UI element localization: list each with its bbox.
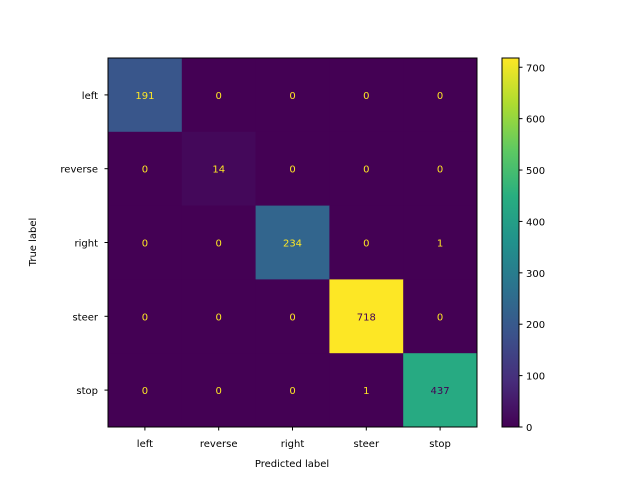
cell-value-label: 437 — [431, 386, 450, 397]
matrix-cells: 191 0 0 0 0 0 14 0 0 0 0 0 234 0 1 0 0 0 718 0 0 0 0 1 437 — [108, 58, 478, 428]
matrix-cell — [403, 279, 478, 354]
cell-value-label: 718 — [357, 312, 376, 323]
cell-value-label: 0 — [437, 312, 443, 323]
x-axis-label: Predicted label — [255, 459, 329, 470]
cell-value-label: 0 — [363, 165, 369, 176]
cell-value-label: 0 — [216, 386, 222, 397]
matrix-cell — [255, 353, 330, 428]
x-tick-label: left — [137, 439, 153, 450]
cell-value-label: 0 — [437, 91, 443, 102]
colorbar — [501, 57, 520, 428]
x-tick-label: stop — [429, 439, 451, 450]
y-tick-label: reverse — [60, 165, 98, 176]
x-tick-label: reverse — [200, 439, 238, 450]
cell-value-label: 191 — [135, 91, 154, 102]
matrix-cell — [403, 353, 478, 428]
matrix-cell — [108, 58, 183, 133]
matrix-cell — [403, 58, 478, 133]
x-axis-ticks: left reverse right steer stop — [137, 427, 451, 450]
cell-value-label: 1 — [437, 239, 443, 250]
cell-value-label: 0 — [289, 91, 295, 102]
cell-value-label: 0 — [216, 239, 222, 250]
colorbar-tick-label: 0 — [526, 423, 532, 434]
matrix-cell — [329, 279, 404, 354]
cell-value-label: 0 — [142, 312, 148, 323]
x-tick-label: steer — [354, 439, 380, 450]
cell-value-label: 0 — [289, 312, 295, 323]
cell-value-label: 234 — [283, 239, 302, 250]
colorbar-tick-label: 400 — [526, 217, 545, 228]
matrix-cell — [181, 58, 257, 133]
colorbar-tick-label: 200 — [526, 320, 545, 331]
cell-value-label: 0 — [142, 165, 148, 176]
cell-value-label: 0 — [437, 165, 443, 176]
matrix-cell — [181, 279, 257, 354]
matrix-cell — [108, 279, 183, 354]
cell-value-label: 0 — [142, 239, 148, 250]
colorbar-ticks: 0 100 200 300 400 500 600 700 — [519, 63, 545, 434]
cell-value-label: 0 — [289, 165, 295, 176]
cell-value-label: 0 — [363, 91, 369, 102]
matrix-cell — [255, 58, 330, 133]
colorbar-tick-label: 300 — [526, 269, 545, 280]
y-axis-label: True label — [28, 218, 39, 268]
matrix-cell — [181, 353, 257, 428]
matrix-cell — [329, 131, 404, 207]
y-tick-label: steer — [72, 312, 98, 323]
cell-value-label: 1 — [363, 386, 369, 397]
matrix-cell — [329, 58, 404, 133]
colorbar-tick-label: 700 — [526, 63, 545, 74]
x-tick-label: right — [281, 439, 305, 450]
cell-value-label: 0 — [363, 239, 369, 250]
cell-value-label: 0 — [216, 312, 222, 323]
colorbar-tick-label: 600 — [526, 115, 545, 126]
y-tick-label: stop — [76, 386, 98, 397]
cell-value-label: 0 — [142, 386, 148, 397]
y-tick-label: right — [75, 239, 99, 250]
matrix-cell — [255, 279, 330, 354]
matrix-cell — [329, 353, 404, 428]
colorbar-tick-label: 100 — [526, 372, 545, 383]
matrix-cell — [255, 131, 330, 207]
cell-value-label: 0 — [289, 386, 295, 397]
cell-value-label: 14 — [212, 165, 225, 176]
matrix-cell — [181, 205, 257, 280]
matrix-cell — [329, 205, 404, 280]
matrix-cell — [108, 353, 183, 428]
matrix-cell — [255, 205, 330, 280]
matrix-cell — [181, 131, 257, 207]
cell-value-label: 0 — [216, 91, 222, 102]
matrix-cell — [108, 131, 183, 207]
y-axis-ticks: left reverse right steer stop — [60, 91, 108, 397]
colorbar-tick-label: 500 — [526, 166, 545, 177]
matrix-cell — [403, 205, 478, 280]
y-tick-label: left — [82, 91, 98, 102]
matrix-cell — [403, 131, 478, 207]
matrix-cell — [108, 205, 183, 280]
